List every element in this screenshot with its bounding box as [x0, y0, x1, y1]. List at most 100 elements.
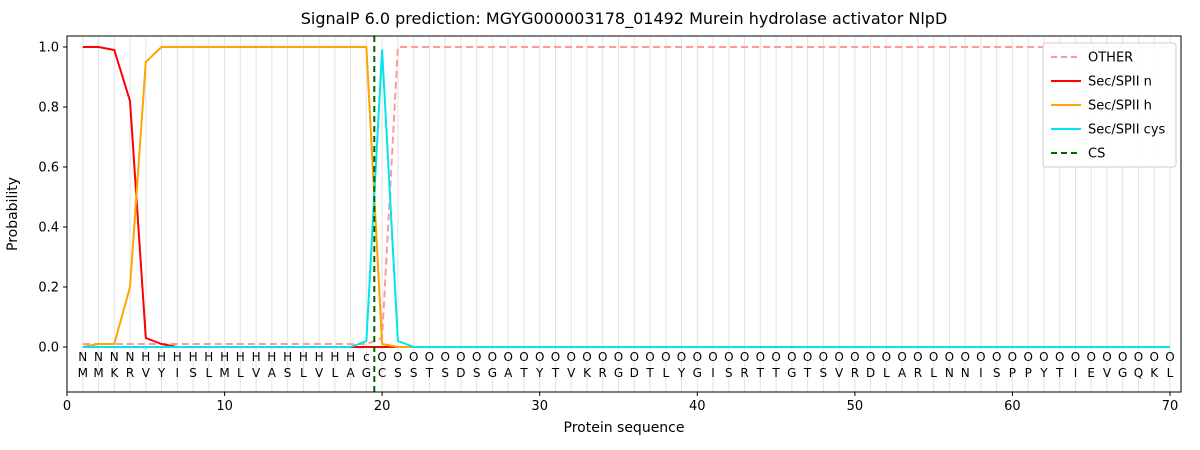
- residue-letter: Y: [1039, 366, 1048, 380]
- region-label: H: [157, 350, 166, 364]
- residue-letter: D: [456, 366, 465, 380]
- region-label: O: [661, 350, 670, 364]
- region-label: O: [472, 350, 481, 364]
- region-label: O: [535, 350, 544, 364]
- residue-letter: T: [756, 366, 765, 380]
- region-label: O: [897, 350, 906, 364]
- residue-letter: T: [425, 366, 434, 380]
- region-label: O: [1149, 350, 1158, 364]
- region-label: O: [693, 350, 702, 364]
- residue-letter: M: [93, 366, 103, 380]
- series-line-sec-spii-n: [82, 46, 1170, 348]
- region-label: O: [803, 350, 812, 364]
- region-label: H: [330, 350, 339, 364]
- residue-letter: N: [961, 366, 970, 380]
- region-label: O: [519, 350, 528, 364]
- residue-letter: S: [819, 366, 827, 380]
- region-label: O: [882, 350, 891, 364]
- residue-letter: S: [189, 366, 197, 380]
- residue-letter: Y: [535, 366, 544, 380]
- region-label: O: [1023, 350, 1032, 364]
- residue-letter: R: [740, 366, 748, 380]
- residue-letter: Y: [677, 366, 686, 380]
- y-tick-label: 0.0: [38, 341, 59, 356]
- legend: OTHER Sec/SPII n Sec/SPII h Sec/SPII cys CS: [1042, 42, 1177, 168]
- series-lines: [82, 46, 1170, 348]
- residue-letter: L: [662, 366, 669, 380]
- y-tick-label: 0.4: [38, 221, 59, 236]
- series-line-sec-spii-cys: [82, 49, 1170, 348]
- residue-letter: K: [110, 366, 119, 380]
- region-label: O: [1071, 350, 1080, 364]
- residue-letter: S: [993, 366, 1001, 380]
- region-label: O: [771, 350, 780, 364]
- region-label: H: [315, 350, 324, 364]
- region-label: O: [708, 350, 717, 364]
- region-label: O: [598, 350, 607, 364]
- residue-letter: D: [630, 366, 639, 380]
- region-label: O: [976, 350, 985, 364]
- region-label: N: [126, 350, 135, 364]
- residue-letter: C: [378, 366, 386, 380]
- x-tick-label: 20: [374, 399, 391, 414]
- region-label: O: [1008, 350, 1017, 364]
- residue-letter: I: [1074, 366, 1078, 380]
- y-tick-label: 0.8: [38, 101, 59, 116]
- residue-letter: S: [441, 366, 449, 380]
- residue-letter: T: [551, 366, 560, 380]
- residue-letter: L: [205, 366, 212, 380]
- residue-letter: S: [394, 366, 402, 380]
- x-tick-label: 70: [1162, 399, 1179, 414]
- residue-letter: G: [693, 366, 702, 380]
- residue-letter: T: [1055, 366, 1064, 380]
- residue-letter: T: [803, 366, 812, 380]
- region-label: O: [960, 350, 969, 364]
- y-tick-label: 0.2: [38, 281, 59, 296]
- residue-letter: M: [219, 366, 229, 380]
- chart-title: SignalP 6.0 prediction: MGYG000003178_01…: [301, 9, 948, 29]
- residue-letter: T: [519, 366, 528, 380]
- residue-letter: A: [504, 366, 513, 380]
- residue-letter: R: [914, 366, 922, 380]
- region-label: O: [1102, 350, 1111, 364]
- x-tick-label: 50: [847, 399, 864, 414]
- residue-letter: V: [1103, 366, 1112, 380]
- region-label: O: [409, 350, 418, 364]
- residue-letter: A: [346, 366, 355, 380]
- legend-label: CS: [1088, 147, 1105, 162]
- region-label: O: [645, 350, 654, 364]
- region-label: c: [363, 350, 370, 364]
- residue-letter: V: [835, 366, 844, 380]
- residue-letter: A: [268, 366, 277, 380]
- x-axis-label: Protein sequence: [564, 420, 685, 436]
- region-label: H: [252, 350, 261, 364]
- region-label: O: [787, 350, 796, 364]
- region-label: O: [614, 350, 623, 364]
- series-line-sec-spii-h: [82, 46, 1170, 348]
- region-label: H: [204, 350, 213, 364]
- residue-letter: I: [711, 366, 715, 380]
- region-label: O: [992, 350, 1001, 364]
- residue-letter: P: [1025, 366, 1032, 380]
- residue-letter: G: [787, 366, 796, 380]
- residue-letter: I: [979, 366, 983, 380]
- residue-letter: R: [851, 366, 859, 380]
- residue-letter: S: [473, 366, 481, 380]
- region-label: O: [1165, 350, 1174, 364]
- residue-letter: K: [1150, 366, 1159, 380]
- residue-letter: S: [725, 366, 733, 380]
- region-label: O: [945, 350, 954, 364]
- region-label: O: [913, 350, 922, 364]
- region-label: H: [346, 350, 355, 364]
- region-label: H: [173, 350, 182, 364]
- residue-letter: A: [898, 366, 907, 380]
- region-label: O: [850, 350, 859, 364]
- region-label: O: [724, 350, 733, 364]
- region-label: H: [236, 350, 245, 364]
- residue-letter: T: [645, 366, 654, 380]
- legend-box: [1042, 42, 1177, 168]
- residue-letter: L: [1167, 366, 1174, 380]
- x-tick-label: 0: [63, 399, 71, 414]
